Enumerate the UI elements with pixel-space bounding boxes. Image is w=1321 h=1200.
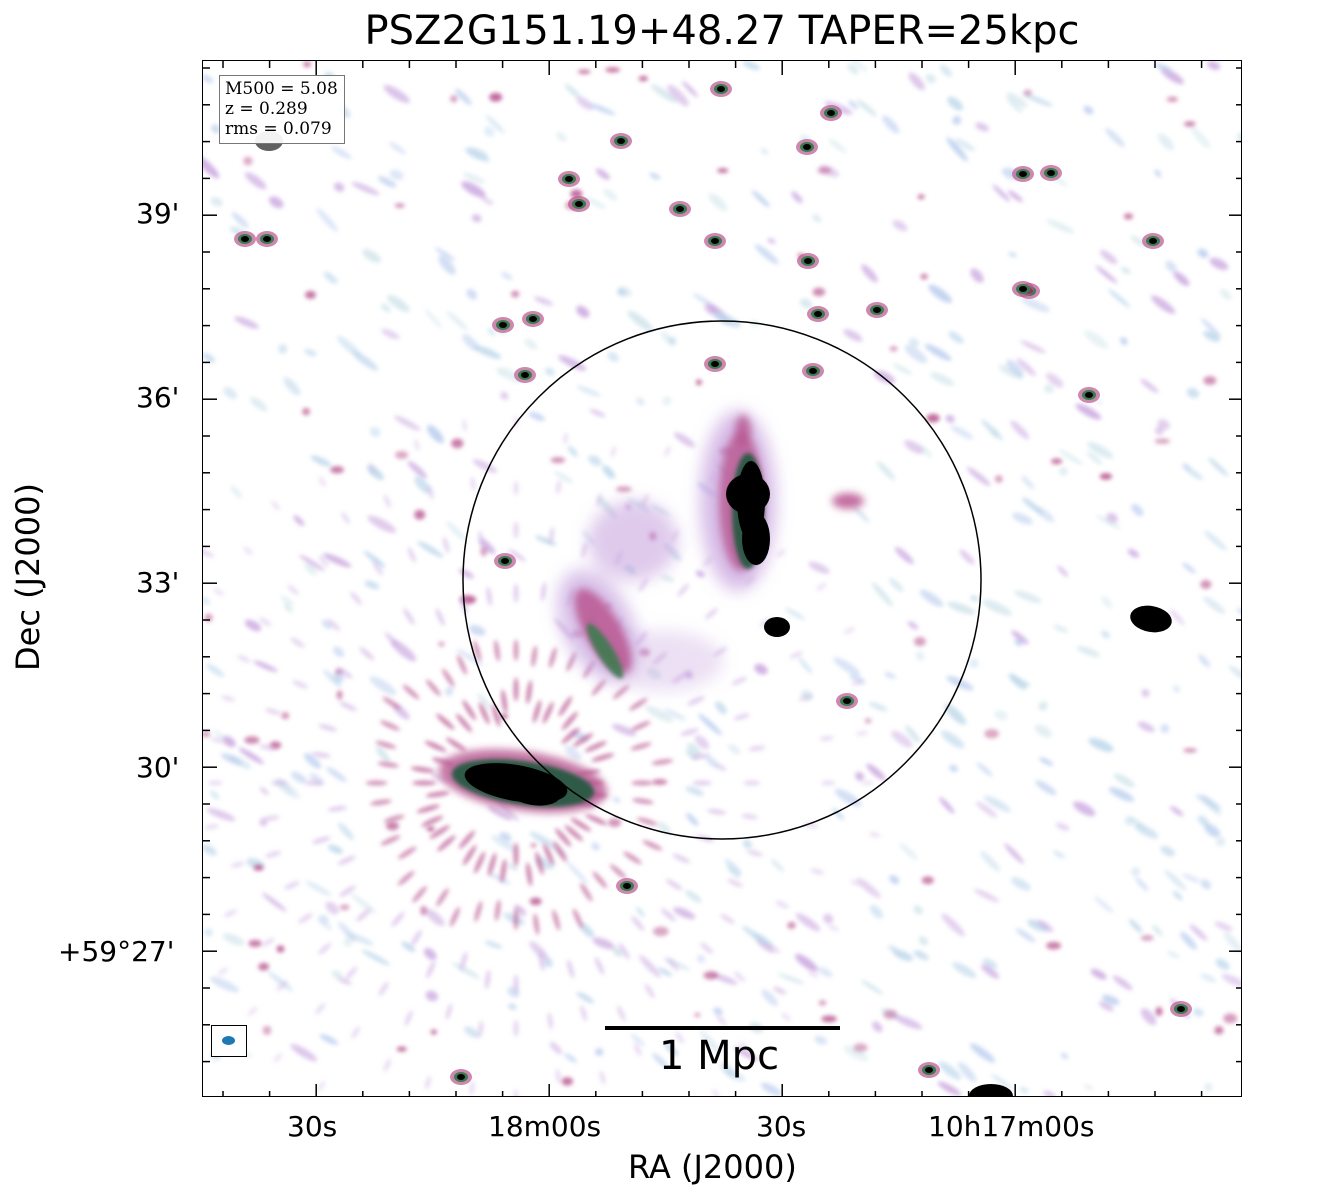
- x-tick-label: 10h17m00s: [928, 1110, 1095, 1143]
- radio-map: [203, 61, 1241, 1096]
- x-tick-label: 30s: [287, 1110, 338, 1143]
- y-tick-label: +59°27': [58, 935, 175, 968]
- x-axis-label: RA (J2000): [628, 1148, 797, 1186]
- scalebar-label: 1 Mpc: [659, 1033, 780, 1079]
- r500-circle: [462, 320, 982, 840]
- y-tick-label: 33': [136, 566, 180, 599]
- y-axis-label: Dec (J2000): [9, 483, 47, 671]
- rms-label: rms = 0.079: [225, 119, 332, 139]
- m500-label: M500 = 5.08: [225, 79, 338, 99]
- y-tick-label: 36': [136, 381, 180, 414]
- noise-texture: [203, 61, 1241, 1096]
- axis-ticks: [203, 61, 1241, 1096]
- y-tick-label: 39': [136, 197, 180, 230]
- cluster-info-box: M500 = 5.08 z = 0.289 rms = 0.079: [219, 75, 345, 144]
- beam-ellipse: [222, 1036, 235, 1045]
- x-tick-label: 18m00s: [488, 1110, 602, 1143]
- plot-title: PSZ2G151.19+48.27 TAPER=25kpc: [364, 8, 1080, 54]
- compact-sources: [234, 81, 1192, 1085]
- radial-artefacts: [204, 415, 881, 1096]
- radio-image-panel: M500 = 5.08 z = 0.289 rms = 0.079 1 Mpc: [202, 60, 1242, 1097]
- y-tick-label: 30': [136, 751, 180, 784]
- x-tick-label: 30s: [756, 1110, 807, 1143]
- beam-box: [211, 1025, 247, 1057]
- redshift-label: z = 0.289: [225, 99, 308, 119]
